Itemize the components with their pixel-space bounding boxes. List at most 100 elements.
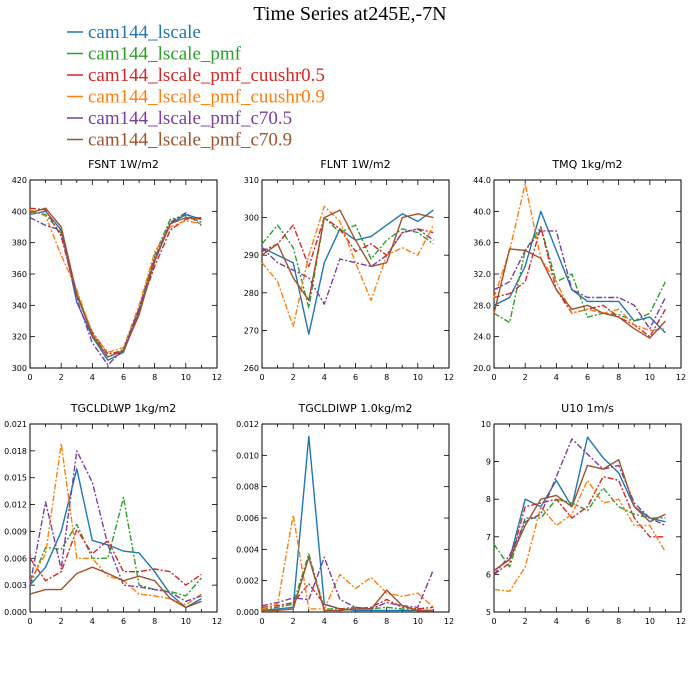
series-line-cam144-lscale-pmf-cuushr0-9 [29,209,202,353]
x-tick-label: 0 [491,373,496,382]
series-line-cam144-lscale-pmf-cuushr0-9 [261,205,435,328]
series-line-cam144-lscale-pmf-c70-5 [261,556,435,610]
x-tick-label: 2 [291,617,296,626]
x-tick-label: 12 [212,373,222,382]
y-tick-label: 10 [481,420,491,429]
y-tick-label: 8 [486,495,491,504]
series-line-cam144-lscale-pmf-c70-9 [262,556,434,612]
y-tick-label: 360 [12,270,27,279]
series-line-cam144-lscale-pmf-cuushr0-9 [261,514,434,610]
y-tick-label: 0.008 [236,483,259,492]
series-line-cam144-lscale-pmf-cuushr0-5 [493,475,666,575]
y-tick-label: 0.000 [236,608,259,617]
y-tick-label: 340 [12,301,27,310]
series-line-cam144-lscale-pmf-cuushr0-5 [261,216,434,268]
y-tick-label: 0.006 [4,554,27,563]
x-tick-label: 4 [90,617,95,626]
chart-panel: U10 1m/s 0 2 4 6 8 10 12 5 6 7 8 9 10 [481,402,686,626]
legend-label: cam144_lscale_pmf_cuushr0.5 [88,65,325,86]
plot-frame [261,179,450,369]
x-tick-label: 10 [645,373,655,382]
y-tick-label: 7 [486,533,491,542]
y-tick-label: 0.012 [4,501,27,510]
x-tick-label: 8 [616,373,621,382]
y-tick-label: 0.004 [236,545,259,554]
x-tick-label: 0 [259,373,264,382]
x-tick-label: 8 [384,617,389,626]
x-tick-label: 2 [291,373,296,382]
series-line-cam144-lscale-pmf-c70-5 [261,228,434,305]
panel-title: TGCLDLWP 1kg/m2 [70,402,176,415]
x-tick-label: 0 [27,617,32,626]
series-line-cam144-lscale-pmf-c70-5 [29,212,202,366]
series-line-cam144-lscale-pmf [29,496,202,597]
y-tick-label: 300 [244,214,259,223]
y-tick-label: 320 [12,333,27,342]
x-tick-label: 4 [554,373,559,382]
figure-title: Time Series at245E,-7N [253,3,446,25]
y-tick-label: 260 [244,364,259,373]
series-line-cam144-lscale-pmf-c70-9 [493,459,666,572]
x-tick-label: 0 [27,373,32,382]
y-tick-label: 6 [486,570,491,579]
x-tick-label: 6 [585,373,590,382]
y-tick-label: 0.009 [4,527,27,536]
y-tick-label: 0.012 [236,420,259,429]
chart-panel: TGCLDLWP 1kg/m2 0 2 4 6 8 10 12 0.000 0.003 0.006 0… [4,402,222,626]
series-line-cam144-lscale-pmf-cuushr0-9 [29,443,202,606]
plot-frame [29,179,218,369]
x-tick-label: 6 [353,617,358,626]
y-tick-label: 280 [244,289,259,298]
x-tick-label: 8 [616,617,621,626]
legend-label: cam144_lscale [88,22,201,43]
y-tick-label: 0.002 [236,577,259,586]
y-tick-label: 40.0 [473,207,491,216]
x-tick-label: 8 [152,373,157,382]
y-tick-label: 44.0 [473,176,491,185]
x-tick-label: 10 [645,617,655,626]
x-tick-label: 2 [523,617,528,626]
chart-panel: TMQ 1kg/m2 0 2 4 6 8 10 12 20.0 24.0 28.0 32.0 36.0 4… [473,158,686,382]
x-tick-label: 12 [676,373,686,382]
panel-title: TGCLDIWP 1.0kg/m2 [297,402,412,415]
series-line-cam144-lscale [493,436,666,572]
x-tick-label: 10 [413,373,423,382]
y-tick-label: 400 [12,207,27,216]
series-line-cam144-lscale-pmf-cuushr0-5 [261,583,434,610]
y-tick-label: 0.015 [4,474,27,483]
x-tick-label: 4 [322,373,327,382]
series-line-cam144-lscale-pmf-cuushr0-5 [29,528,202,586]
series-line-cam144-lscale [29,210,202,361]
y-tick-label: 28.0 [473,301,491,310]
x-tick-label: 0 [259,617,264,626]
series-line-cam144-lscale-pmf [493,226,667,324]
y-tick-label: 24.0 [473,333,491,342]
series-line-cam144-lscale-pmf-c70-5 [493,438,666,575]
y-tick-label: 0.003 [4,581,27,590]
panel-title: FSNT 1W/m2 [88,158,159,171]
x-tick-label: 12 [212,617,222,626]
x-tick-label: 12 [444,373,454,382]
x-tick-label: 2 [59,373,64,382]
y-tick-label: 380 [12,239,27,248]
panel-title: TMQ 1kg/m2 [551,158,622,171]
y-tick-label: 0.006 [236,514,259,523]
chart-panels: FSNT 1W/m20 2 4 6 8 10 12300320340360380400420… [4,158,686,626]
series-line-cam144-lscale-pmf-c70-9 [261,209,434,301]
y-tick-label: 9 [486,458,491,467]
y-tick-label: 290 [244,251,259,260]
x-tick-label: 4 [322,617,327,626]
x-tick-label: 0 [491,617,496,626]
y-tick-label: 36.0 [473,239,491,248]
panel-title: FLNT 1W/m2 [320,158,390,171]
y-tick-label: 420 [12,176,27,185]
x-tick-label: 2 [523,373,528,382]
y-tick-label: 270 [244,326,259,335]
x-tick-label: 4 [90,373,95,382]
y-tick-label: 0.010 [236,451,259,460]
x-tick-label: 12 [444,617,454,626]
chart-panel: FSNT 1W/m2 0 2 4 6 8 10 12 300 320 340 360 380 400 420 [12,158,222,382]
y-tick-label: 20.0 [473,364,491,373]
y-tick-label: 310 [244,176,259,185]
y-tick-label: 32.0 [473,270,491,279]
